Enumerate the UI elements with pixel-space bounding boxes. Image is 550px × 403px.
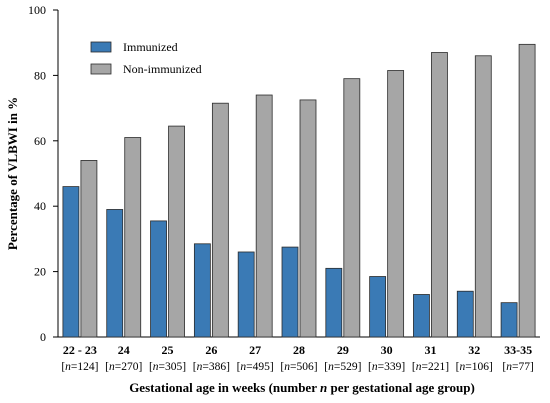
bar-immunized xyxy=(413,294,430,338)
x-tick-label: 32 xyxy=(468,343,480,357)
legend: Immunized Non-immunized xyxy=(90,40,202,76)
x-axis-title: Gestational age in weeks (number n per g… xyxy=(129,380,475,395)
group-size-label: [n=270] xyxy=(105,361,142,373)
bar-immunized xyxy=(456,290,474,338)
bar-immunized xyxy=(369,276,387,338)
y-axis-title-text: Percentage of VLBWI in % xyxy=(5,97,20,250)
group-size-label: [n=386] xyxy=(193,361,230,373)
bar-immunized xyxy=(106,209,124,338)
group-size-label: [n=529] xyxy=(324,361,361,373)
bar-non-immunized xyxy=(80,160,98,338)
bars xyxy=(62,43,536,338)
x-labels: 22 - 23 [n=124] 24 [n=270] 25 [n=305] 26 [n=386… xyxy=(61,343,533,373)
group-size-label: [n=106] xyxy=(456,361,493,373)
x-tick-label: 27 xyxy=(249,343,261,357)
bar-immunized xyxy=(281,246,299,338)
x-tick-label: 31 xyxy=(424,343,436,357)
y-tick-label: 80 xyxy=(34,68,46,82)
legend-swatch-non-immunized xyxy=(90,63,112,75)
y-axis-title: Percentage of VLBWI in % xyxy=(5,97,20,250)
bar-non-immunized xyxy=(343,78,361,338)
y-tick-label: 40 xyxy=(34,199,46,213)
x-tick-label: 25 xyxy=(162,343,174,357)
bar-non-immunized xyxy=(387,70,405,338)
x-tick-label: 29 xyxy=(337,343,349,357)
group-size-label: [n=124] xyxy=(61,361,98,373)
legend-swatch-immunized xyxy=(90,41,112,53)
legend-label-non-immunized: Non-immunized xyxy=(123,62,202,76)
bar-non-immunized xyxy=(299,99,317,338)
x-axis-title-text: Gestational age in weeks (number n per g… xyxy=(129,380,475,395)
bar-non-immunized xyxy=(474,55,492,338)
x-tick-label: 28 xyxy=(293,343,305,357)
x-tick-label: 33-35 xyxy=(504,343,532,357)
bar-non-immunized xyxy=(124,137,142,338)
bar-non-immunized xyxy=(168,125,185,338)
x-tick-label: 24 xyxy=(118,343,130,357)
x-tick-label: 26 xyxy=(205,343,217,357)
y-tick-label: 0 xyxy=(40,330,46,344)
bar-immunized xyxy=(150,220,167,338)
group-size-label: [n=506] xyxy=(280,361,317,373)
bar-immunized xyxy=(237,251,255,338)
bar-non-immunized xyxy=(211,102,229,338)
y-tick-label: 20 xyxy=(34,265,46,279)
group-size-label: [n=339] xyxy=(368,361,405,373)
group-size-label: [n=495] xyxy=(237,361,274,373)
bar-non-immunized xyxy=(255,94,273,338)
bar-immunized xyxy=(325,267,343,338)
bar-non-immunized xyxy=(518,43,536,338)
x-tick-label: 22 - 23 xyxy=(63,343,97,357)
bar-immunized xyxy=(500,302,518,338)
bar-immunized xyxy=(62,186,80,338)
legend-label-immunized: Immunized xyxy=(123,40,178,54)
group-size-label: [n=221] xyxy=(412,361,449,373)
y-tick-label: 100 xyxy=(28,3,46,17)
y-tick-label: 60 xyxy=(34,134,46,148)
group-size-label: [n=305] xyxy=(149,361,186,373)
group-size-label: [n=77] xyxy=(502,361,533,373)
bar-non-immunized xyxy=(431,52,448,338)
bar-immunized xyxy=(193,243,211,338)
x-tick-label: 30 xyxy=(381,343,393,357)
